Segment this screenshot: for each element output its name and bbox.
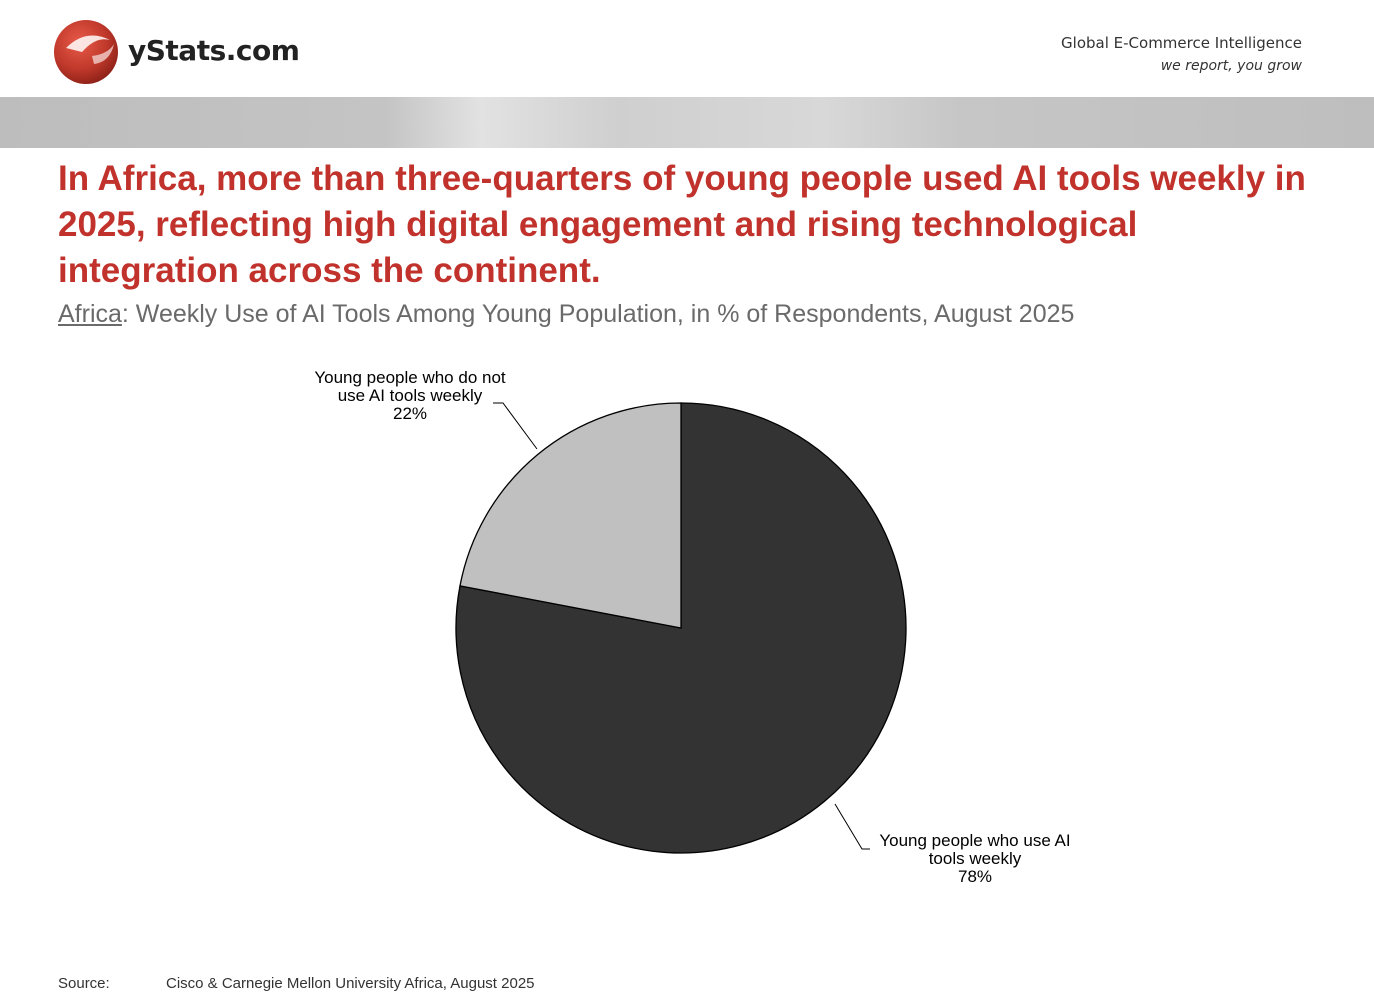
source-text: Cisco & Carnegie Mellon University Afric…: [166, 975, 535, 992]
logo-wordmark: yStats.com: [128, 34, 300, 67]
source-note: Source: Cisco & Carnegie Mellon Universi…: [58, 975, 535, 992]
subtitle-text: : Weekly Use of AI Tools Among Young Pop…: [121, 300, 1075, 328]
pie-value-label-1: 78%: [958, 867, 992, 886]
subtitle-region: Africa: [58, 300, 122, 328]
tagline: Global E-Commerce Intelligence we report…: [1061, 34, 1302, 74]
tagline-secondary: we report, you grow: [1160, 58, 1302, 74]
pie-category-label-1: Young people who use AI: [879, 831, 1070, 850]
pie-category-label-1: tools weekly: [929, 849, 1022, 868]
pie-leader-line-1: [834, 803, 870, 850]
tagline-primary: Global E-Commerce Intelligence: [1061, 34, 1302, 52]
header-banner: [0, 97, 1374, 148]
chart-subtitle: Africa: Weekly Use of AI Tools Among You…: [58, 300, 1074, 329]
pie-category-label-2: Young people who do not: [314, 368, 506, 387]
ystats-logo[interactable]: [52, 18, 312, 88]
pie-slice-2: [459, 402, 682, 629]
pie-leader-line-2: [493, 402, 538, 450]
pie-category-label-2: use AI tools weekly: [338, 386, 483, 405]
source-label: Source:: [58, 975, 110, 992]
pie-value-label-2: 22%: [393, 404, 427, 423]
page-headline: In Africa, more than three-quarters of y…: [58, 159, 1306, 290]
ystats-logo-icon: [54, 20, 118, 84]
